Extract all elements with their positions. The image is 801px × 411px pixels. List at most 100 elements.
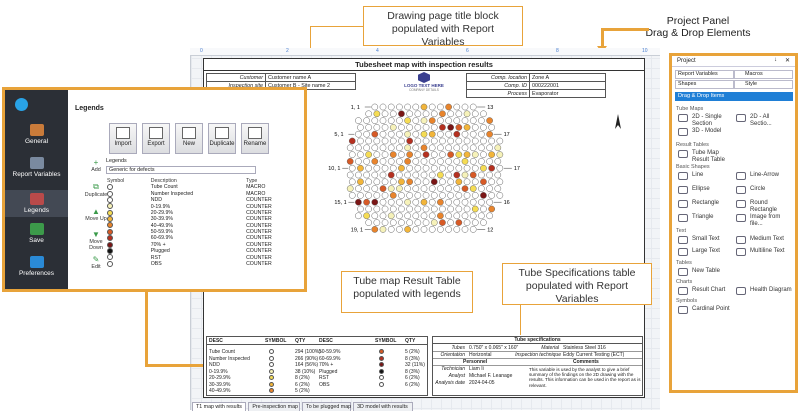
tube[interactable] (398, 137, 405, 145)
tube[interactable] (428, 144, 436, 152)
drag-item-health-diagram[interactable]: Health Diagram (736, 287, 792, 295)
tube[interactable] (439, 124, 446, 131)
tube[interactable] (447, 151, 454, 158)
tube[interactable] (373, 151, 381, 158)
tube[interactable] (348, 192, 356, 199)
tube[interactable] (422, 124, 430, 131)
tube[interactable] (396, 117, 403, 124)
tube[interactable] (455, 137, 463, 145)
rename-button[interactable]: Rename (241, 123, 269, 154)
tube[interactable] (478, 144, 485, 152)
tube[interactable] (371, 103, 379, 111)
tube[interactable] (412, 212, 420, 220)
tube[interactable] (420, 130, 428, 138)
nav-item-preferences[interactable]: Preferences (5, 256, 68, 277)
tube[interactable] (346, 171, 354, 179)
tube[interactable] (406, 192, 413, 199)
tube[interactable] (455, 124, 463, 131)
pin-icon[interactable]: ↓ (774, 57, 777, 63)
tube[interactable] (422, 137, 430, 145)
tube[interactable] (488, 137, 495, 145)
tube[interactable] (480, 219, 487, 226)
tube[interactable] (420, 103, 428, 111)
tube[interactable] (428, 103, 436, 111)
tube[interactable] (396, 185, 403, 192)
tube[interactable] (357, 124, 364, 131)
tube[interactable] (371, 185, 379, 192)
tube[interactable] (355, 117, 362, 124)
tube[interactable] (373, 192, 381, 199)
tube[interactable] (471, 124, 479, 131)
tube[interactable] (379, 171, 387, 179)
tube[interactable] (463, 205, 471, 213)
tube[interactable] (422, 192, 430, 199)
tube[interactable] (381, 205, 389, 213)
tube[interactable] (445, 185, 452, 192)
tube[interactable] (412, 144, 420, 152)
tube[interactable] (371, 130, 379, 138)
tube[interactable] (439, 151, 446, 158)
import-button[interactable]: Import (109, 123, 137, 154)
legend-row[interactable]: 40-49.9% COUNTER (105, 222, 304, 229)
tube[interactable] (365, 137, 372, 145)
tube[interactable] (387, 198, 395, 206)
tube[interactable] (363, 198, 370, 206)
tube[interactable] (379, 185, 387, 192)
tube[interactable] (447, 219, 454, 226)
tube[interactable] (437, 158, 444, 165)
drag-item-cardinal-point[interactable]: Cardinal Point (678, 306, 734, 314)
tube[interactable] (430, 124, 438, 131)
tube[interactable] (496, 178, 504, 186)
tube[interactable] (471, 178, 479, 186)
tube[interactable] (406, 205, 413, 213)
tube[interactable] (463, 151, 471, 158)
duplicate-action[interactable]: ⧉ Duplicate (84, 182, 108, 198)
tube[interactable] (478, 171, 485, 179)
tube[interactable] (412, 185, 420, 192)
tube[interactable] (404, 198, 411, 206)
tube[interactable] (447, 110, 454, 118)
tube[interactable] (447, 124, 454, 131)
tube[interactable] (463, 219, 471, 226)
tube[interactable] (414, 178, 422, 186)
tube[interactable] (455, 205, 463, 213)
drag-item-line-arrow[interactable]: Line-Arrow (736, 172, 792, 180)
tube[interactable] (461, 198, 469, 206)
tube[interactable] (365, 124, 372, 131)
tube[interactable] (420, 117, 428, 124)
legend-row[interactable]: Plugged COUNTER (105, 247, 304, 254)
tube[interactable] (373, 219, 381, 226)
tube[interactable] (396, 171, 403, 179)
tube[interactable] (371, 144, 379, 152)
tube[interactable] (381, 151, 389, 158)
tube[interactable] (469, 117, 477, 124)
sheet-tab[interactable]: 3D model with results (353, 402, 413, 411)
tube[interactable] (478, 185, 485, 192)
tube[interactable] (478, 212, 485, 220)
tube[interactable] (453, 117, 461, 124)
tube[interactable] (379, 130, 387, 138)
tube[interactable] (461, 117, 469, 124)
sheet-tab[interactable]: Pre-inspection map (248, 402, 301, 411)
tube[interactable] (455, 110, 463, 118)
tube[interactable] (488, 205, 495, 213)
tube[interactable] (363, 212, 370, 220)
tube[interactable] (365, 219, 372, 226)
tube[interactable] (420, 198, 428, 206)
tube[interactable] (387, 158, 395, 165)
tube[interactable] (387, 226, 395, 233)
tube[interactable] (346, 185, 354, 192)
tube[interactable] (480, 178, 487, 186)
tube[interactable] (453, 171, 461, 179)
tube[interactable] (463, 192, 471, 199)
tube[interactable] (480, 164, 487, 172)
tab-macros[interactable]: Macros (734, 70, 793, 79)
tube[interactable] (496, 192, 504, 199)
tube[interactable] (428, 158, 436, 165)
tube[interactable] (404, 171, 411, 179)
edit-action[interactable]: ✎ Edit (84, 255, 108, 270)
tube[interactable] (478, 117, 485, 124)
tube[interactable] (422, 219, 430, 226)
legend-row[interactable]: 50-59.9% COUNTER (105, 228, 304, 235)
tube[interactable] (398, 192, 405, 199)
